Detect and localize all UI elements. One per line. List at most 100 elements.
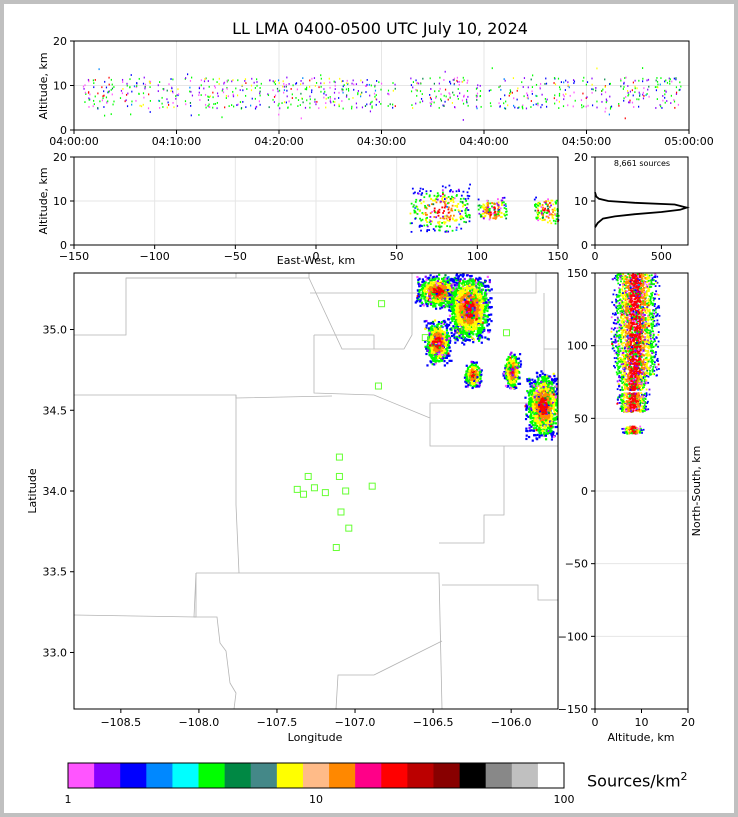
source-point xyxy=(647,88,649,91)
source-point xyxy=(171,90,174,93)
source-point xyxy=(623,99,625,102)
source-point xyxy=(468,286,472,289)
source-point xyxy=(467,366,470,369)
source-point xyxy=(467,300,470,303)
source-point xyxy=(487,298,490,302)
source-point xyxy=(514,376,517,379)
source-point xyxy=(461,321,464,324)
source-point xyxy=(504,214,506,217)
source-point xyxy=(467,95,469,98)
source-point xyxy=(545,374,548,378)
source-point xyxy=(339,77,341,80)
source-point xyxy=(425,347,428,350)
source-point xyxy=(450,359,453,362)
source-point xyxy=(476,332,479,335)
source-point xyxy=(446,286,449,289)
source-point xyxy=(436,195,439,198)
x-tick-label: −50 xyxy=(224,250,247,263)
source-point xyxy=(634,79,636,82)
source-point xyxy=(448,281,451,284)
source-point xyxy=(468,220,471,223)
source-point xyxy=(506,358,510,361)
source-point xyxy=(449,295,452,299)
source-point xyxy=(430,289,434,292)
source-point xyxy=(567,104,569,107)
source-point xyxy=(477,320,480,323)
source-point xyxy=(429,322,432,325)
source-point xyxy=(448,286,452,289)
source-point xyxy=(464,209,467,212)
source-point xyxy=(121,92,124,95)
source-point xyxy=(431,357,434,360)
source-point xyxy=(557,214,560,217)
source-point xyxy=(448,309,451,312)
source-point xyxy=(227,95,229,98)
source-point xyxy=(486,208,489,211)
source-point xyxy=(582,92,584,95)
source-point xyxy=(542,206,544,209)
source-point xyxy=(455,229,458,232)
source-point xyxy=(389,103,391,106)
source-point xyxy=(468,309,471,312)
source-point xyxy=(300,83,302,86)
source-point xyxy=(438,287,441,290)
source-point xyxy=(660,105,662,108)
source-point xyxy=(446,288,449,292)
source-point xyxy=(191,94,194,97)
source-point xyxy=(530,106,532,108)
source-point xyxy=(466,309,470,312)
source-point xyxy=(448,294,451,297)
source-point xyxy=(488,89,490,92)
source-point xyxy=(436,290,439,293)
source-point xyxy=(484,301,488,304)
source-point xyxy=(509,89,511,92)
source-point xyxy=(476,384,479,388)
source-point xyxy=(465,331,469,334)
source-point xyxy=(429,337,432,341)
source-point xyxy=(488,329,492,332)
source-point xyxy=(369,94,371,97)
source-point xyxy=(375,94,377,96)
source-point xyxy=(514,358,518,362)
source-point xyxy=(474,363,478,366)
source-point xyxy=(488,289,491,292)
source-point xyxy=(442,212,445,214)
source-point xyxy=(469,183,471,186)
source-point xyxy=(444,186,447,189)
source-point xyxy=(203,87,205,90)
source-point xyxy=(413,209,416,212)
source-point xyxy=(536,95,538,98)
source-point xyxy=(469,275,472,278)
source-point xyxy=(472,280,476,283)
source-point xyxy=(175,97,177,100)
source-point xyxy=(468,213,470,216)
source-point xyxy=(665,79,667,82)
source-point xyxy=(435,353,439,356)
source-point xyxy=(468,314,471,317)
source-point xyxy=(432,199,434,202)
source-point xyxy=(467,297,470,300)
source-point xyxy=(301,97,303,100)
source-point xyxy=(493,215,496,217)
source-point xyxy=(439,290,442,293)
source-point xyxy=(250,104,252,107)
source-point xyxy=(470,301,473,305)
source-point xyxy=(458,293,461,296)
source-point xyxy=(492,212,495,215)
source-point xyxy=(427,322,430,325)
source-point xyxy=(533,198,536,201)
source-point xyxy=(345,95,348,98)
source-point xyxy=(484,315,487,318)
source-point xyxy=(444,297,447,300)
source-point xyxy=(435,198,438,201)
source-point xyxy=(507,375,510,378)
source-point xyxy=(452,79,454,81)
source-point xyxy=(420,285,423,288)
source-point xyxy=(477,84,479,87)
source-point xyxy=(475,277,478,280)
source-point xyxy=(537,104,539,107)
source-point xyxy=(452,218,454,221)
source-point xyxy=(429,289,432,292)
source-point xyxy=(445,230,448,233)
